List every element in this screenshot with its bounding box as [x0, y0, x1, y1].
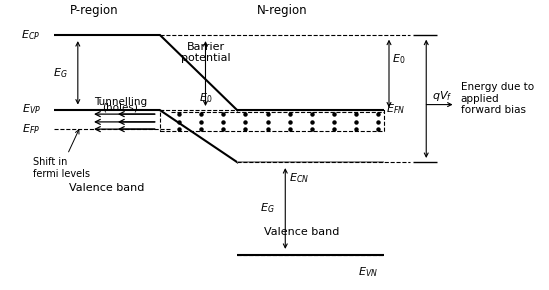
Text: Valence band: Valence band: [264, 226, 339, 237]
Text: $E_0$: $E_0$: [391, 52, 405, 66]
Text: $E_0$: $E_0$: [199, 91, 212, 105]
Bar: [160, 110, 384, 130]
Text: $E_{VP}$: $E_{VP}$: [21, 102, 41, 116]
Text: Energy due to
applied
forward bias: Energy due to applied forward bias: [461, 82, 534, 115]
Text: $E_{FP}$: $E_{FP}$: [23, 122, 41, 136]
Text: $E_G$: $E_G$: [53, 66, 67, 80]
Text: (holes): (holes): [103, 103, 138, 113]
Text: P-region: P-region: [70, 4, 118, 17]
Text: $E_G$: $E_G$: [260, 202, 274, 215]
Text: $E_{VN}$: $E_{VN}$: [358, 265, 378, 279]
Text: $E_{CN}$: $E_{CN}$: [289, 171, 309, 185]
Text: Valence band: Valence band: [69, 183, 145, 193]
Text: Tunnelling: Tunnelling: [94, 97, 147, 107]
Text: Barrier
potential: Barrier potential: [181, 42, 230, 64]
Text: Shift in
fermi levels: Shift in fermi levels: [32, 130, 89, 179]
Text: $qV_f$: $qV_f$: [432, 89, 452, 103]
Text: $E_{FN}$: $E_{FN}$: [386, 102, 406, 116]
Text: N-region: N-region: [257, 4, 308, 17]
Text: $E_{CP}$: $E_{CP}$: [21, 28, 41, 42]
